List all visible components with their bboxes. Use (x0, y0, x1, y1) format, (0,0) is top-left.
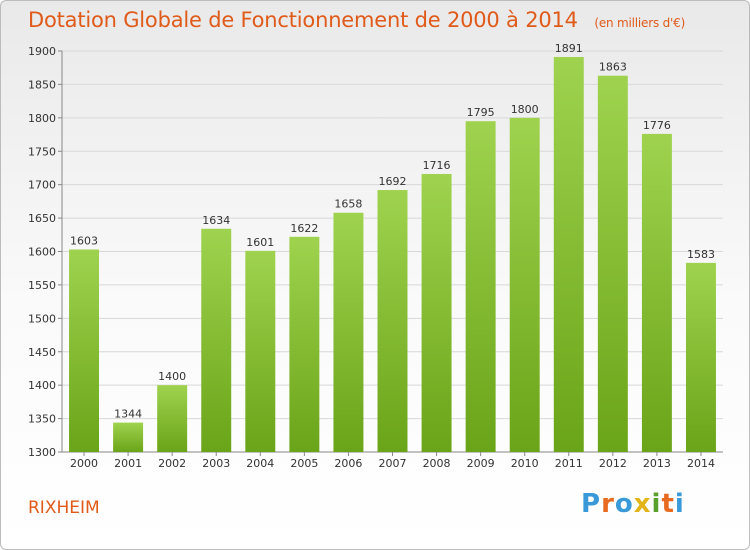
logo-letter: x (633, 489, 652, 519)
x-tick-label: 2014 (687, 457, 715, 470)
bar-2008 (421, 173, 452, 452)
data-label: 1658 (334, 198, 362, 211)
axes: 1300 1350 1400 1450 1500 1550 1600 1650 1700 1750… (28, 45, 723, 470)
bar-2010 (509, 117, 540, 452)
proxiti-logo[interactable]: Proxiti (581, 489, 685, 519)
logo-letter: t (661, 489, 675, 519)
bar-2014 (685, 262, 716, 452)
x-tick-label: 2002 (158, 457, 186, 470)
x-tick-label: 2010 (511, 457, 539, 470)
y-tick-label: 1600 (28, 246, 56, 259)
x-tick-label: 2004 (246, 457, 274, 470)
bar-2006 (333, 212, 364, 452)
x-tick-label: 2013 (643, 457, 671, 470)
y-tick-label: 1850 (28, 78, 56, 91)
data-label: 1716 (423, 159, 451, 172)
bar-2009 (465, 121, 496, 453)
logo-letter: P (581, 489, 602, 519)
data-label: 1622 (290, 222, 318, 235)
data-label: 1583 (687, 248, 715, 261)
data-label: 1601 (246, 236, 274, 249)
x-tick-label: 2005 (290, 457, 318, 470)
bar-2007 (377, 190, 408, 452)
y-tick-label: 1900 (28, 45, 56, 58)
data-label: 1795 (467, 106, 495, 119)
y-tick-label: 1400 (28, 379, 56, 392)
y-tick-label: 1750 (28, 145, 56, 158)
logo-letter: o (614, 489, 634, 519)
x-tick-label: 2008 (423, 457, 451, 470)
data-label: 1603 (70, 234, 98, 247)
unit-note: (en milliers d'€) (594, 16, 686, 30)
x-tick-label: 2003 (202, 457, 230, 470)
bar-2001 (113, 422, 144, 452)
data-label: 1634 (202, 214, 230, 227)
bar-2013 (641, 133, 672, 452)
bar-2005 (289, 236, 320, 452)
data-label: 1863 (599, 61, 627, 74)
y-tick-label: 1700 (28, 179, 56, 192)
bar-2000 (69, 249, 100, 452)
bar-2011 (553, 57, 584, 452)
logo-letter: i (651, 489, 662, 519)
x-tick-label: 2001 (114, 457, 142, 470)
data-label: 1344 (114, 408, 142, 421)
data-label: 1891 (555, 42, 583, 55)
x-tick-label: 2011 (555, 457, 583, 470)
logo-letter: r (601, 489, 615, 519)
x-tick-label: 2007 (379, 457, 407, 470)
x-tick-label: 2012 (599, 457, 627, 470)
y-tick-label: 1550 (28, 279, 56, 292)
data-label: 1800 (511, 103, 539, 116)
bar-2002 (157, 385, 188, 452)
bar-2012 (597, 75, 628, 452)
city-name: RIXHEIM (28, 498, 100, 518)
bar-2004 (245, 250, 276, 452)
bar-2003 (201, 228, 232, 452)
title-text: Dotation Globale de Fonctionnement de 20… (28, 8, 578, 32)
y-tick-label: 1500 (28, 312, 56, 325)
x-tick-label: 2009 (467, 457, 495, 470)
data-label: 1692 (379, 175, 407, 188)
bars (69, 57, 716, 453)
y-tick-label: 1450 (28, 346, 56, 359)
y-tick-label: 1800 (28, 112, 56, 125)
x-tick-label: 2006 (334, 457, 362, 470)
data-labels: 1603 1344 1400 1634 1601 1622 1658 1692 1716 1795… (70, 42, 715, 421)
y-tick-label: 1650 (28, 212, 56, 225)
x-tick-label: 2000 (70, 457, 98, 470)
y-tick-label: 1300 (28, 446, 56, 459)
data-label: 1400 (158, 370, 186, 383)
data-label: 1776 (643, 119, 671, 132)
chart-title: Dotation Globale de Fonctionnement de 20… (28, 8, 685, 32)
logo-letter: i (674, 489, 685, 519)
y-tick-label: 1350 (28, 413, 56, 426)
